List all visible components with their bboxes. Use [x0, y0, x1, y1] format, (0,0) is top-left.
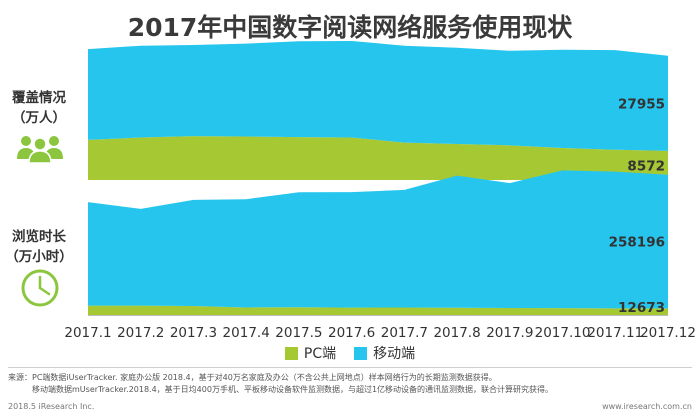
coverage-area-pc [88, 136, 668, 180]
coverage-label-pc: 8572 [627, 158, 665, 174]
copyright: 2018.5 iResearch Inc. [8, 402, 95, 411]
x-tick-label: 2017.9 [486, 325, 533, 341]
duration-area-mobile [88, 170, 668, 309]
duration-label-line1: 浏览时长 [12, 229, 66, 245]
coverage-area-mobile [88, 40, 668, 151]
legend-label-pc: PC端 [303, 346, 337, 362]
x-tick-label: 2017.7 [381, 325, 428, 341]
legend-swatch-mobile [354, 346, 368, 360]
coverage-label-line2: （万人） [12, 110, 66, 126]
x-tick-label: 2017.3 [170, 325, 217, 341]
x-tick-label: 2017.10 [535, 325, 591, 341]
x-tick-label: 2017.6 [328, 325, 375, 341]
legend-item-pc: PC端 [284, 343, 337, 363]
legend-item-mobile: 移动端 [354, 343, 415, 363]
x-tick-label: 2017.5 [275, 325, 322, 341]
clock-icon [21, 269, 59, 307]
duration-label: 浏览时长 （万小时） [4, 227, 74, 267]
x-tick-label: 2017.12 [640, 325, 696, 341]
legend-label-mobile: 移动端 [373, 346, 416, 362]
duration-label-line2: （万小时） [5, 249, 73, 265]
coverage-label-mobile: 27955 [618, 96, 665, 112]
area-charts: 27955 8572 258196 12673 2017.1 2017.2 2017.3 20… [64, 40, 696, 341]
coverage-label: 覆盖情况 （万人） [4, 88, 74, 128]
source-note: 来源：PC端数据iUserTracker. 家庭办公版 2018.4，基于对40… [8, 372, 692, 396]
footer-divider [8, 367, 692, 368]
x-tick-label: 2017.1 [64, 325, 111, 341]
legend: PC端 移动端 [0, 343, 700, 363]
x-tick-label: 2017.8 [433, 325, 480, 341]
coverage-label-line1: 覆盖情况 [12, 90, 66, 106]
x-tick-label: 2017.2 [117, 325, 164, 341]
duration-label-mobile: 258196 [609, 235, 665, 251]
legend-swatch-pc [284, 346, 298, 360]
x-tick-label: 2017.11 [587, 325, 643, 341]
website: www.iresearch.com.cn [602, 402, 692, 411]
duration-area-pc [88, 305, 668, 315]
page-title: 2017年中国数字阅读网络服务使用现状 [127, 13, 573, 42]
users-icon [17, 136, 63, 163]
source-line-2: 移动端数据mUserTracker.2018.4，基于日均400万手机、平板移动… [8, 385, 554, 394]
source-line-1: 来源：PC端数据iUserTracker. 家庭办公版 2018.4，基于对40… [8, 373, 497, 382]
x-tick-label: 2017.4 [223, 325, 270, 341]
duration-label-pc: 12673 [618, 300, 665, 316]
